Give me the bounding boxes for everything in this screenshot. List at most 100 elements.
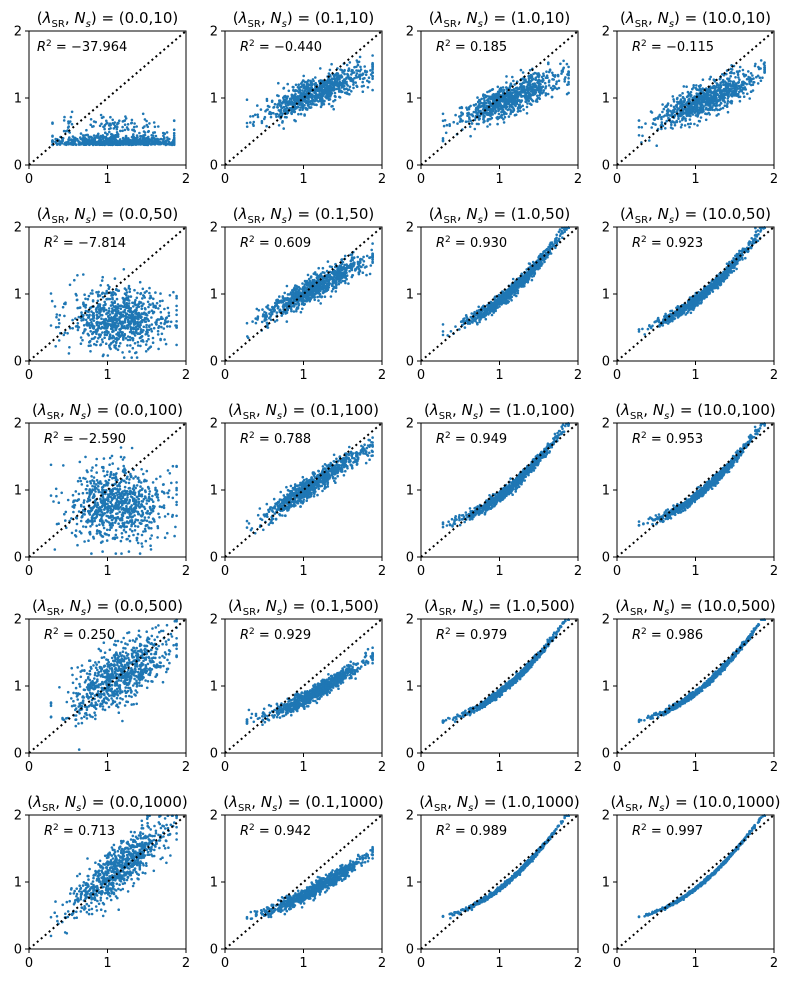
data-point [295, 107, 298, 110]
data-point [101, 292, 104, 295]
data-point [707, 112, 710, 115]
data-point [70, 116, 73, 119]
data-point [670, 121, 673, 124]
data-point [84, 298, 87, 301]
data-point [296, 90, 299, 93]
y-tick-label: 0 [14, 159, 22, 174]
data-point [363, 65, 366, 68]
data-point [141, 335, 144, 338]
data-point [688, 99, 691, 102]
data-point [137, 344, 140, 347]
x-tick-label: 1 [691, 172, 699, 187]
data-point [524, 93, 527, 96]
y-tick-label: 2 [14, 221, 22, 236]
data-point [552, 85, 555, 88]
data-point [62, 306, 65, 309]
data-point [534, 85, 537, 88]
data-point [87, 322, 90, 325]
data-point [114, 328, 117, 331]
data-point [322, 267, 325, 270]
data-point [145, 343, 148, 346]
data-point [112, 340, 115, 343]
data-point [342, 85, 345, 88]
data-point [672, 109, 675, 112]
data-point [264, 110, 267, 113]
data-point [705, 108, 708, 111]
data-point [166, 131, 169, 134]
data-point [302, 75, 305, 78]
data-point [759, 76, 762, 79]
data-point [249, 115, 252, 118]
data-point [155, 135, 158, 138]
data-point [293, 97, 296, 100]
data-point [724, 104, 727, 107]
data-point [68, 131, 71, 134]
data-point [443, 125, 446, 128]
data-point [103, 136, 106, 139]
data-point [101, 279, 104, 282]
data-point [328, 98, 331, 101]
data-point [715, 100, 718, 103]
data-point [365, 74, 368, 77]
data-point [116, 122, 119, 125]
data-point [124, 123, 127, 126]
data-point [88, 295, 91, 298]
data-point [166, 325, 169, 328]
data-point [644, 122, 647, 125]
data-point [697, 109, 700, 112]
data-point [359, 66, 362, 69]
x-tick-label: 0 [25, 172, 33, 187]
data-point [253, 121, 256, 124]
data-point [731, 68, 734, 71]
data-point [732, 80, 735, 83]
data-point [331, 81, 334, 84]
data-point [519, 83, 522, 86]
data-point [760, 79, 763, 82]
data-point [566, 73, 569, 76]
data-point [669, 114, 672, 117]
data-point [147, 306, 150, 309]
data-point [89, 141, 92, 144]
data-point [566, 93, 569, 96]
data-point [63, 143, 66, 146]
data-point [148, 311, 151, 314]
data-point [317, 100, 320, 103]
data-point [101, 338, 104, 341]
data-point [107, 140, 110, 143]
data-point [741, 81, 744, 84]
data-point [146, 137, 149, 140]
data-point [477, 111, 480, 114]
data-point [116, 320, 119, 323]
data-point [505, 107, 508, 110]
data-point [117, 303, 120, 306]
data-point [121, 143, 124, 146]
data-point [319, 67, 322, 70]
data-point [139, 314, 142, 317]
data-point [354, 81, 357, 84]
data-point [110, 294, 113, 297]
data-point [550, 87, 553, 90]
data-point [110, 337, 113, 340]
data-point [128, 350, 131, 353]
data-point [350, 263, 353, 266]
data-point [356, 256, 359, 259]
data-point [82, 143, 85, 146]
data-point [107, 354, 110, 357]
data-point [743, 74, 746, 77]
data-point [169, 294, 172, 297]
data-point [763, 67, 766, 70]
r2-annotation: R2 = −0.115 [632, 39, 714, 55]
data-point [122, 138, 125, 141]
data-point [278, 124, 281, 127]
data-point [523, 88, 526, 91]
subplot: 0 1 2012(λSR, Ns) = (1.0,10)R2 = 0.185 [406, 9, 582, 187]
data-point [735, 88, 738, 91]
data-point [512, 108, 515, 111]
data-point [71, 319, 74, 322]
data-point [123, 356, 126, 359]
data-point [360, 68, 363, 71]
x-tick-label: 0 [221, 172, 229, 187]
data-point [111, 144, 114, 147]
data-point [489, 96, 492, 99]
data-point [317, 267, 320, 270]
